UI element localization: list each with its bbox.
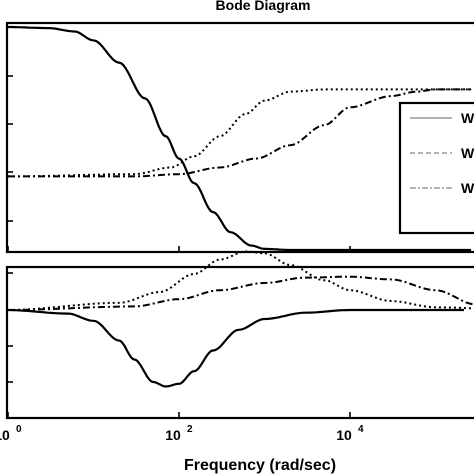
x-tick-exponent: 4 (358, 424, 364, 435)
x-tick-exponent: 2 (187, 424, 193, 435)
legend-label: W (461, 110, 474, 126)
magnitude-series-dotted (8, 88, 472, 178)
legend-label: W (461, 180, 474, 196)
legend-box (398, 101, 474, 235)
phase-axes-frame (5, 265, 474, 420)
phase-panel (5, 250, 474, 420)
magnitude-panel (5, 21, 474, 254)
phase-series-dashdot (7, 275, 474, 311)
magnitude-axes-frame (5, 21, 474, 254)
phase-series-dotted (7, 250, 472, 311)
legend: W W W (398, 101, 474, 235)
x-axis-ticks: 10 0 10 2 10 4 (0, 424, 364, 443)
x-tick-label: 10 (0, 427, 10, 443)
phase-series-solid (7, 308, 464, 388)
chart-title: Bode Diagram (216, 0, 311, 13)
x-axis-label: Frequency (rad/sec) (184, 457, 336, 474)
magnitude-series-dashdot (8, 88, 472, 178)
x-tick-label: 10 (165, 427, 181, 443)
x-tick-label: 10 (336, 427, 352, 443)
magnitude-series-solid (8, 25, 472, 252)
x-tick-exponent: 0 (16, 424, 22, 435)
legend-label: W (461, 145, 474, 161)
